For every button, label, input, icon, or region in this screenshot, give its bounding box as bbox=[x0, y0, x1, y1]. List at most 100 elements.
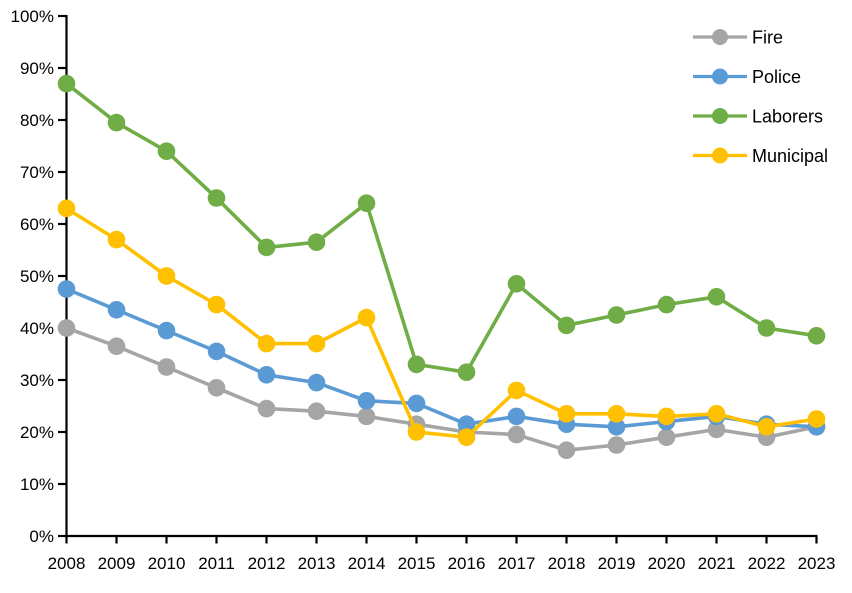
data-point-police-2012 bbox=[257, 366, 276, 384]
data-point-laborers-2008 bbox=[57, 74, 76, 93]
data-point-municipal-2017 bbox=[507, 381, 526, 400]
data-point-fire-2011 bbox=[207, 379, 226, 397]
data-point-fire-2008 bbox=[57, 319, 76, 337]
x-axis-tick-label: 2010 bbox=[148, 554, 186, 573]
data-point-municipal-2014 bbox=[357, 308, 376, 327]
data-point-municipal-2010 bbox=[157, 267, 176, 285]
x-axis-tick-label: 2012 bbox=[248, 554, 286, 573]
legend-item-fire: Fire bbox=[693, 28, 783, 48]
y-axis-tick-label: 20% bbox=[20, 423, 54, 442]
data-point-laborers-2018 bbox=[557, 316, 576, 335]
series-municipal bbox=[57, 199, 826, 447]
data-point-municipal-2023 bbox=[807, 410, 826, 428]
data-point-laborers-2022 bbox=[757, 319, 776, 337]
data-point-fire-2021 bbox=[707, 420, 726, 439]
data-point-municipal-2011 bbox=[207, 295, 226, 314]
legend-item-laborers: Laborers bbox=[693, 107, 823, 127]
legend-label: Laborers bbox=[752, 107, 823, 127]
legend-marker-swatch bbox=[712, 108, 728, 124]
data-point-fire-2013 bbox=[307, 402, 326, 421]
data-point-municipal-2015 bbox=[407, 423, 426, 441]
data-point-laborers-2015 bbox=[407, 355, 426, 374]
x-axis-tick-label: 2021 bbox=[698, 554, 736, 573]
data-point-laborers-2019 bbox=[607, 306, 626, 324]
data-point-municipal-2016 bbox=[457, 428, 476, 447]
data-point-laborers-2021 bbox=[707, 288, 726, 306]
data-point-laborers-2014 bbox=[357, 194, 376, 212]
x-axis-tick-label: 2016 bbox=[448, 554, 486, 573]
data-point-laborers-2012 bbox=[257, 238, 276, 257]
data-point-laborers-2011 bbox=[207, 189, 226, 207]
y-axis-tick-label: 70% bbox=[20, 163, 54, 182]
x-axis-tick-label: 2022 bbox=[748, 554, 786, 573]
x-axis-tick-label: 2008 bbox=[48, 554, 86, 573]
data-point-fire-2018 bbox=[557, 441, 576, 460]
x-axis: 2008 2009 2010 2011 2012 2013 2014 2015 2016 2017… bbox=[48, 536, 836, 573]
series-laborers bbox=[57, 74, 826, 382]
legend-item-police: Police bbox=[693, 67, 801, 87]
series-line-fire bbox=[64, 326, 819, 453]
legend-item-municipal: Municipal bbox=[693, 146, 828, 166]
data-point-fire-2020 bbox=[657, 428, 676, 447]
x-axis-tick-label: 2015 bbox=[398, 554, 436, 573]
y-axis-tick-label: 40% bbox=[20, 319, 54, 338]
data-point-police-2011 bbox=[207, 342, 226, 361]
data-point-fire-2012 bbox=[257, 399, 276, 418]
y-axis-tick-label: 80% bbox=[20, 111, 54, 130]
data-point-municipal-2012 bbox=[257, 334, 276, 353]
data-point-police-2015 bbox=[407, 394, 426, 413]
data-point-municipal-2019 bbox=[607, 405, 626, 423]
legend-label: Municipal bbox=[752, 146, 828, 166]
y-axis-tick-label: 100% bbox=[11, 7, 54, 26]
y-axis-tick-label: 10% bbox=[20, 475, 54, 494]
y-axis-tick-label: 50% bbox=[20, 267, 54, 286]
data-point-municipal-2009 bbox=[107, 230, 126, 249]
series-line-laborers bbox=[64, 81, 819, 375]
x-axis-tick-label: 2017 bbox=[498, 554, 536, 573]
data-point-fire-2014 bbox=[357, 407, 376, 426]
data-point-laborers-2020 bbox=[657, 295, 676, 314]
y-axis-tick-label: 90% bbox=[20, 59, 54, 78]
data-point-municipal-2022 bbox=[757, 418, 776, 436]
data-point-laborers-2010 bbox=[157, 142, 176, 160]
data-point-laborers-2009 bbox=[107, 113, 126, 132]
data-point-fire-2010 bbox=[157, 358, 176, 376]
data-point-laborers-2013 bbox=[307, 233, 326, 251]
x-axis-tick-label: 2014 bbox=[348, 554, 386, 573]
x-axis-tick-label: 2019 bbox=[598, 554, 636, 573]
legend-marker-swatch bbox=[712, 147, 728, 164]
data-point-police-2009 bbox=[107, 301, 126, 319]
data-point-municipal-2021 bbox=[707, 405, 726, 423]
x-axis-tick-label: 2013 bbox=[298, 554, 336, 573]
y-axis-tick-label: 0% bbox=[29, 527, 54, 546]
legend-marker-swatch bbox=[712, 68, 728, 85]
data-point-laborers-2016 bbox=[457, 363, 476, 382]
data-point-fire-2019 bbox=[607, 436, 626, 454]
x-axis-tick-label: 2020 bbox=[648, 554, 686, 573]
y-axis-tick-label: 30% bbox=[20, 371, 54, 390]
data-point-police-2014 bbox=[357, 392, 376, 410]
y-axis: 0% 10% 20% 30% 40% 50% 60% 70% 80% 90% 100% bbox=[11, 7, 67, 546]
x-axis-tick-label: 2009 bbox=[98, 554, 136, 573]
data-point-police-2010 bbox=[157, 321, 176, 340]
series-line-municipal bbox=[64, 206, 819, 440]
data-point-fire-2009 bbox=[107, 337, 126, 356]
legend-label: Police bbox=[752, 67, 801, 87]
data-point-police-2008 bbox=[57, 280, 76, 298]
data-point-municipal-2008 bbox=[57, 199, 76, 218]
data-point-municipal-2020 bbox=[657, 407, 676, 426]
x-axis-tick-label: 2023 bbox=[798, 554, 836, 573]
data-point-municipal-2018 bbox=[557, 405, 576, 423]
data-point-municipal-2013 bbox=[307, 334, 326, 353]
legend-marker-swatch bbox=[712, 29, 728, 45]
series-fire bbox=[57, 319, 826, 460]
data-point-police-2019 bbox=[607, 418, 626, 436]
data-point-police-2016 bbox=[457, 415, 476, 434]
data-point-laborers-2023 bbox=[807, 327, 826, 345]
data-point-police-2017 bbox=[507, 407, 526, 426]
x-axis-tick-label: 2011 bbox=[198, 554, 235, 573]
legend: Fire Police Laborers Municipal bbox=[693, 28, 828, 166]
data-point-fire-2017 bbox=[507, 425, 526, 444]
